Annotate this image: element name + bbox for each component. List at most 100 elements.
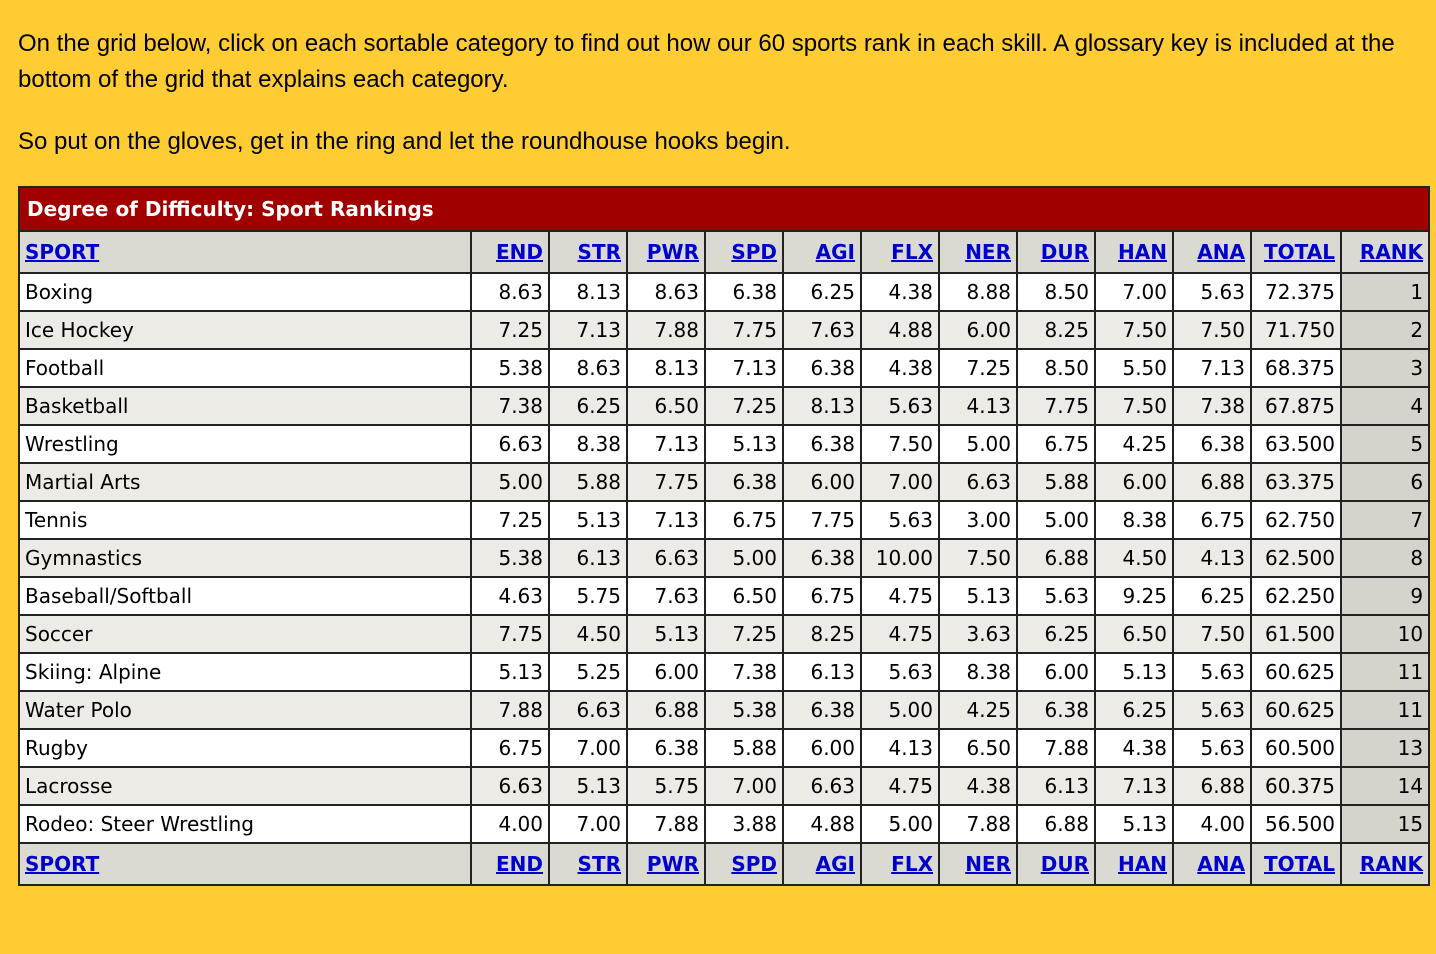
ner-cell: 8.88	[938, 272, 1018, 312]
sort-link-str[interactable]: STR	[577, 852, 621, 876]
sport-name-cell: Martial Arts	[18, 462, 472, 502]
table-row: Ice Hockey 7.25 7.13 7.88 7.75 7.63 4.88 6.00 8.…	[18, 310, 1431, 350]
sort-link-end[interactable]: END	[495, 240, 543, 264]
sort-link-rank[interactable]: RANK	[1359, 852, 1424, 876]
column-footer-total[interactable]: TOTAL	[1250, 842, 1342, 886]
ana-cell: 5.63	[1172, 728, 1252, 768]
sort-link-flx[interactable]: FLX	[891, 852, 933, 876]
column-header-agi[interactable]: AGI	[782, 230, 862, 274]
str-cell: 5.88	[548, 462, 628, 502]
sort-link-end[interactable]: END	[495, 852, 543, 876]
pwr-cell: 7.88	[626, 804, 706, 844]
flx-cell: 7.50	[860, 424, 940, 464]
ner-cell: 7.25	[938, 348, 1018, 388]
pwr-cell: 7.88	[626, 310, 706, 350]
sort-link-ana[interactable]: ANA	[1197, 852, 1245, 876]
ner-cell: 6.00	[938, 310, 1018, 350]
ana-cell: 5.63	[1172, 272, 1252, 312]
pwr-cell: 5.13	[626, 614, 706, 654]
end-cell: 7.75	[470, 614, 550, 654]
end-cell: 5.00	[470, 462, 550, 502]
end-cell: 6.63	[470, 424, 550, 464]
column-footer-rank[interactable]: RANK	[1339, 842, 1431, 886]
rank-cell: 6	[1339, 462, 1431, 502]
dur-cell: 7.88	[1016, 728, 1096, 768]
column-header-pwr[interactable]: PWR	[626, 230, 706, 274]
agi-cell: 6.75	[782, 576, 862, 616]
column-header-rank[interactable]: RANK	[1339, 230, 1431, 274]
sort-link-ner[interactable]: NER	[965, 852, 1011, 876]
han-cell: 6.50	[1094, 614, 1174, 654]
sort-link-agi[interactable]: AGI	[815, 852, 855, 876]
sort-link-spd[interactable]: SPD	[731, 852, 777, 876]
ana-cell: 4.00	[1172, 804, 1252, 844]
sport-name-cell: Rodeo: Steer Wrestling	[18, 804, 472, 844]
dur-cell: 8.50	[1016, 348, 1096, 388]
column-footer-end[interactable]: END	[470, 842, 550, 886]
dur-cell: 8.25	[1016, 310, 1096, 350]
column-footer-flx[interactable]: FLX	[860, 842, 940, 886]
sort-link-pwr[interactable]: PWR	[646, 852, 699, 876]
han-cell: 9.25	[1094, 576, 1174, 616]
column-footer-ana[interactable]: ANA	[1172, 842, 1252, 886]
sort-link-spd[interactable]: SPD	[731, 240, 777, 264]
spd-cell: 5.38	[704, 690, 784, 730]
column-footer-str[interactable]: STR	[548, 842, 628, 886]
han-cell: 5.13	[1094, 652, 1174, 692]
column-header-spd[interactable]: SPD	[704, 230, 784, 274]
column-header-dur[interactable]: DUR	[1016, 230, 1096, 274]
column-footer-spd[interactable]: SPD	[704, 842, 784, 886]
sort-link-han[interactable]: HAN	[1118, 852, 1167, 876]
column-footer-agi[interactable]: AGI	[782, 842, 862, 886]
sort-link-total[interactable]: TOTAL	[1264, 852, 1335, 876]
sort-link-dur[interactable]: DUR	[1040, 852, 1089, 876]
column-header-str[interactable]: STR	[548, 230, 628, 274]
column-footer-ner[interactable]: NER	[938, 842, 1018, 886]
ana-cell: 5.63	[1172, 652, 1252, 692]
agi-cell: 8.25	[782, 614, 862, 654]
total-cell: 71.750	[1250, 310, 1342, 350]
ana-cell: 7.50	[1172, 310, 1252, 350]
column-footer-pwr[interactable]: PWR	[626, 842, 706, 886]
sort-link-total[interactable]: TOTAL	[1264, 240, 1335, 264]
column-header-sport[interactable]: SPORT	[18, 230, 472, 274]
sort-link-sport[interactable]: SPORT	[25, 852, 100, 876]
sort-link-ana[interactable]: ANA	[1197, 240, 1245, 264]
column-footer-dur[interactable]: DUR	[1016, 842, 1096, 886]
ana-cell: 5.63	[1172, 690, 1252, 730]
column-header-ner[interactable]: NER	[938, 230, 1018, 274]
rank-cell: 15	[1339, 804, 1431, 844]
column-header-end[interactable]: END	[470, 230, 550, 274]
sort-link-agi[interactable]: AGI	[815, 240, 855, 264]
ner-cell: 8.38	[938, 652, 1018, 692]
sort-link-sport[interactable]: SPORT	[25, 240, 100, 264]
sport-name-cell: Boxing	[18, 272, 472, 312]
sport-name-cell: Gymnastics	[18, 538, 472, 578]
sort-link-ner[interactable]: NER	[965, 240, 1011, 264]
end-cell: 7.25	[470, 500, 550, 540]
end-cell: 8.63	[470, 272, 550, 312]
ana-cell: 4.13	[1172, 538, 1252, 578]
column-footer-han[interactable]: HAN	[1094, 842, 1174, 886]
han-cell: 5.13	[1094, 804, 1174, 844]
end-cell: 7.88	[470, 690, 550, 730]
column-header-total[interactable]: TOTAL	[1250, 230, 1342, 274]
column-footer-sport[interactable]: SPORT	[18, 842, 472, 886]
sort-link-flx[interactable]: FLX	[891, 240, 933, 264]
column-header-ana[interactable]: ANA	[1172, 230, 1252, 274]
total-cell: 60.375	[1250, 766, 1342, 806]
ner-cell: 7.50	[938, 538, 1018, 578]
sort-link-pwr[interactable]: PWR	[646, 240, 699, 264]
sort-link-han[interactable]: HAN	[1118, 240, 1167, 264]
column-header-han[interactable]: HAN	[1094, 230, 1174, 274]
flx-cell: 7.00	[860, 462, 940, 502]
rankings-table-container: Degree of Difficulty: Sport Rankings SPO…	[17, 186, 1431, 886]
table-row: Basketball 7.38 6.25 6.50 7.25 8.13 5.63 4.13 7.…	[18, 386, 1431, 426]
agi-cell: 6.38	[782, 690, 862, 730]
column-header-flx[interactable]: FLX	[860, 230, 940, 274]
sort-link-rank[interactable]: RANK	[1359, 240, 1424, 264]
table-row: Rugby 6.75 7.00 6.38 5.88 6.00 4.13 6.50 7.88 4.3…	[18, 728, 1431, 768]
sort-link-dur[interactable]: DUR	[1040, 240, 1089, 264]
dur-cell: 6.13	[1016, 766, 1096, 806]
sort-link-str[interactable]: STR	[577, 240, 621, 264]
